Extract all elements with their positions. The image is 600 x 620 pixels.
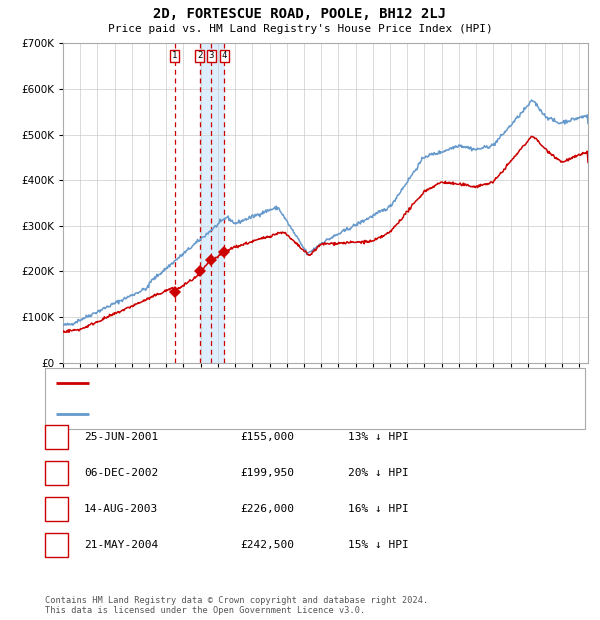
Text: 4: 4 (222, 51, 227, 60)
Text: 21-MAY-2004: 21-MAY-2004 (84, 540, 158, 550)
Text: 1: 1 (172, 51, 177, 60)
Text: 1: 1 (53, 432, 60, 442)
Text: 2: 2 (197, 51, 202, 60)
Text: 20% ↓ HPI: 20% ↓ HPI (348, 468, 409, 478)
Text: 25-JUN-2001: 25-JUN-2001 (84, 432, 158, 442)
Text: 2: 2 (53, 468, 60, 478)
Text: £226,000: £226,000 (240, 504, 294, 514)
Text: 16% ↓ HPI: 16% ↓ HPI (348, 504, 409, 514)
Text: 13% ↓ HPI: 13% ↓ HPI (348, 432, 409, 442)
Text: 3: 3 (53, 504, 60, 514)
Text: 15% ↓ HPI: 15% ↓ HPI (348, 540, 409, 550)
Text: £242,500: £242,500 (240, 540, 294, 550)
Text: 2D, FORTESCUE ROAD, POOLE, BH12 2LJ (detached house): 2D, FORTESCUE ROAD, POOLE, BH12 2LJ (det… (95, 378, 400, 389)
Text: Contains HM Land Registry data © Crown copyright and database right 2024.
This d: Contains HM Land Registry data © Crown c… (45, 596, 428, 615)
Text: 14-AUG-2003: 14-AUG-2003 (84, 504, 158, 514)
Text: HPI: Average price, detached house, Bournemouth Christchurch and Poole: HPI: Average price, detached house, Bour… (95, 409, 506, 419)
Text: Price paid vs. HM Land Registry's House Price Index (HPI): Price paid vs. HM Land Registry's House … (107, 24, 493, 33)
Text: 2D, FORTESCUE ROAD, POOLE, BH12 2LJ: 2D, FORTESCUE ROAD, POOLE, BH12 2LJ (154, 7, 446, 22)
Text: 06-DEC-2002: 06-DEC-2002 (84, 468, 158, 478)
Text: £199,950: £199,950 (240, 468, 294, 478)
Text: £155,000: £155,000 (240, 432, 294, 442)
Text: 4: 4 (53, 540, 60, 550)
Text: 3: 3 (209, 51, 214, 60)
Bar (199, 43, 224, 363)
